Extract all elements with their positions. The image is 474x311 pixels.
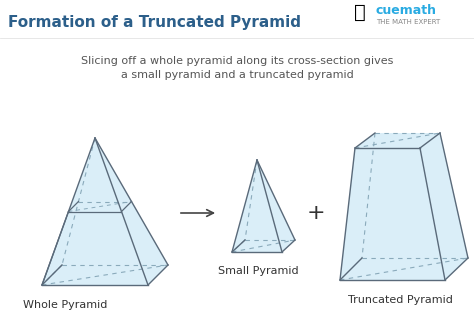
Text: Slicing off a whole pyramid along its cross-section gives
a small pyramid and a : Slicing off a whole pyramid along its cr… — [81, 56, 393, 81]
Polygon shape — [340, 148, 445, 280]
Polygon shape — [245, 160, 295, 240]
Text: Formation of a Truncated Pyramid: Formation of a Truncated Pyramid — [8, 15, 301, 30]
Text: cuemath: cuemath — [376, 3, 437, 16]
Polygon shape — [232, 160, 257, 252]
Text: Small Pyramid: Small Pyramid — [218, 266, 298, 276]
Polygon shape — [232, 160, 282, 252]
Polygon shape — [340, 133, 375, 280]
Text: THE MATH EXPERT: THE MATH EXPERT — [376, 19, 440, 25]
Polygon shape — [257, 160, 295, 252]
Polygon shape — [42, 138, 95, 285]
Polygon shape — [420, 133, 468, 280]
Text: Truncated Pyramid: Truncated Pyramid — [347, 295, 453, 305]
Polygon shape — [42, 138, 148, 285]
Polygon shape — [355, 133, 440, 148]
Polygon shape — [69, 202, 131, 211]
Text: +: + — [307, 203, 325, 223]
Polygon shape — [62, 138, 168, 265]
Polygon shape — [95, 138, 168, 285]
Text: 🚀: 🚀 — [354, 2, 366, 21]
Text: Whole Pyramid: Whole Pyramid — [23, 300, 107, 310]
